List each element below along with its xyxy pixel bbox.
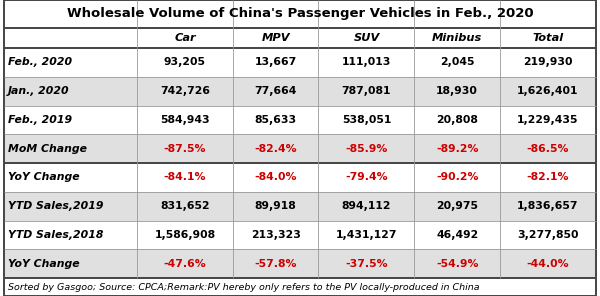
Text: -47.6%: -47.6% <box>164 259 206 269</box>
Bar <box>4 134 596 163</box>
Text: 77,664: 77,664 <box>254 86 297 96</box>
Text: 1,836,657: 1,836,657 <box>517 201 579 211</box>
Text: 20,975: 20,975 <box>436 201 478 211</box>
Text: YoY Change: YoY Change <box>8 172 80 182</box>
Text: MoM Change: MoM Change <box>8 144 87 154</box>
Text: 20,808: 20,808 <box>436 115 478 125</box>
Text: 538,051: 538,051 <box>342 115 391 125</box>
Text: Car: Car <box>174 33 196 43</box>
Text: MPV: MPV <box>262 33 290 43</box>
Text: -82.4%: -82.4% <box>254 144 297 154</box>
Bar <box>4 48 596 77</box>
Text: Sorted by Gasgoo; Source: CPCA;Remark:PV hereby only refers to the PV locally-pr: Sorted by Gasgoo; Source: CPCA;Remark:PV… <box>8 282 479 292</box>
Text: -85.9%: -85.9% <box>345 144 388 154</box>
Text: -87.5%: -87.5% <box>164 144 206 154</box>
Text: 1,626,401: 1,626,401 <box>517 86 579 96</box>
Text: -54.9%: -54.9% <box>436 259 478 269</box>
Text: -57.8%: -57.8% <box>254 259 297 269</box>
Text: 213,323: 213,323 <box>251 230 301 240</box>
Text: Jan., 2020: Jan., 2020 <box>8 86 70 96</box>
Text: 584,943: 584,943 <box>160 115 210 125</box>
Text: 111,013: 111,013 <box>342 57 391 67</box>
Text: Minibus: Minibus <box>432 33 482 43</box>
Bar <box>4 278 596 296</box>
Bar <box>4 77 596 105</box>
Text: Total: Total <box>532 33 563 43</box>
Text: -79.4%: -79.4% <box>345 172 388 182</box>
Text: 85,633: 85,633 <box>254 115 297 125</box>
Bar <box>4 28 596 48</box>
Text: YoY Change: YoY Change <box>8 259 80 269</box>
Text: 13,667: 13,667 <box>254 57 297 67</box>
Text: 894,112: 894,112 <box>342 201 391 211</box>
Text: 2,045: 2,045 <box>440 57 475 67</box>
Text: SUV: SUV <box>353 33 380 43</box>
Text: 18,930: 18,930 <box>436 86 478 96</box>
Text: Feb., 2020: Feb., 2020 <box>8 57 72 67</box>
Text: Wholesale Volume of China's Passenger Vehicles in Feb., 2020: Wholesale Volume of China's Passenger Ve… <box>67 7 533 20</box>
Text: -90.2%: -90.2% <box>436 172 478 182</box>
Text: -86.5%: -86.5% <box>527 144 569 154</box>
Text: 3,277,850: 3,277,850 <box>517 230 579 240</box>
Text: 1,586,908: 1,586,908 <box>154 230 215 240</box>
Text: -89.2%: -89.2% <box>436 144 478 154</box>
Text: YTD Sales,2019: YTD Sales,2019 <box>8 201 104 211</box>
Text: -82.1%: -82.1% <box>527 172 569 182</box>
Bar <box>4 105 596 134</box>
Text: 89,918: 89,918 <box>255 201 296 211</box>
Text: 93,205: 93,205 <box>164 57 206 67</box>
Text: -84.0%: -84.0% <box>254 172 297 182</box>
Text: 831,652: 831,652 <box>160 201 210 211</box>
Text: 1,431,127: 1,431,127 <box>336 230 397 240</box>
Bar <box>4 192 596 221</box>
Text: YTD Sales,2018: YTD Sales,2018 <box>8 230 104 240</box>
Bar <box>4 221 596 249</box>
Text: -84.1%: -84.1% <box>164 172 206 182</box>
Text: 219,930: 219,930 <box>523 57 573 67</box>
Bar <box>4 0 596 28</box>
Text: 46,492: 46,492 <box>436 230 478 240</box>
Text: Feb., 2019: Feb., 2019 <box>8 115 72 125</box>
Text: -37.5%: -37.5% <box>345 259 388 269</box>
Text: 742,726: 742,726 <box>160 86 210 96</box>
Bar <box>4 163 596 192</box>
Text: -44.0%: -44.0% <box>527 259 569 269</box>
Text: 787,081: 787,081 <box>342 86 391 96</box>
Bar <box>4 249 596 278</box>
Text: 1,229,435: 1,229,435 <box>517 115 579 125</box>
